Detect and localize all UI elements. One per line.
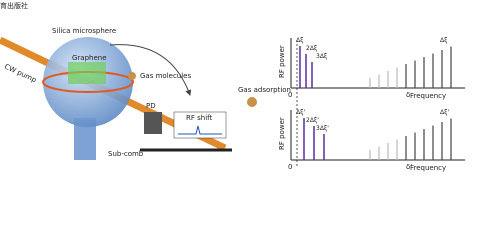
molecule <box>247 97 257 107</box>
y-label: RF power <box>278 117 286 150</box>
subcomb-label: Sub-comb <box>108 150 144 158</box>
x-label: Frequency <box>410 92 446 100</box>
gas-label: Gas molecules <box>140 72 191 80</box>
spacing-label: 2Δξ <box>306 45 317 52</box>
pump-label: CW pump <box>3 63 38 85</box>
inset-peak <box>178 125 222 135</box>
offset-label: δ <box>406 91 410 99</box>
rf-shift-label: RF shift <box>186 114 212 122</box>
x-label: Frequency <box>410 164 446 172</box>
graphene-label: Graphene <box>72 54 107 62</box>
spacing-label: 3Δξ' <box>316 125 329 132</box>
origin: 0 <box>288 163 292 171</box>
far-label: Δξ <box>440 37 447 44</box>
far-label: Δξ' <box>440 109 449 116</box>
origin: 0 <box>288 91 292 99</box>
figure: 育出版社 Graphene Silica microsphere Gas mol… <box>0 1 465 172</box>
offset-label: δ' <box>406 163 412 171</box>
spacing-label: 3Δξ <box>316 53 327 60</box>
graphene <box>68 62 106 84</box>
gas-adsorption: Gas adsorption <box>238 86 291 94</box>
stem <box>74 118 96 160</box>
watermark: 育出版社 <box>0 1 28 10</box>
arrow <box>109 44 192 96</box>
y-label: RF power <box>278 45 286 78</box>
pd <box>144 112 162 134</box>
spacing-label: Δξ <box>296 37 303 44</box>
sphere-label: Silica microsphere <box>52 27 116 35</box>
pd-label: PD <box>146 102 156 110</box>
molecule <box>128 72 136 80</box>
spacing-label: 2Δξ' <box>306 117 319 124</box>
spacing-label: Δξ' <box>296 109 305 116</box>
